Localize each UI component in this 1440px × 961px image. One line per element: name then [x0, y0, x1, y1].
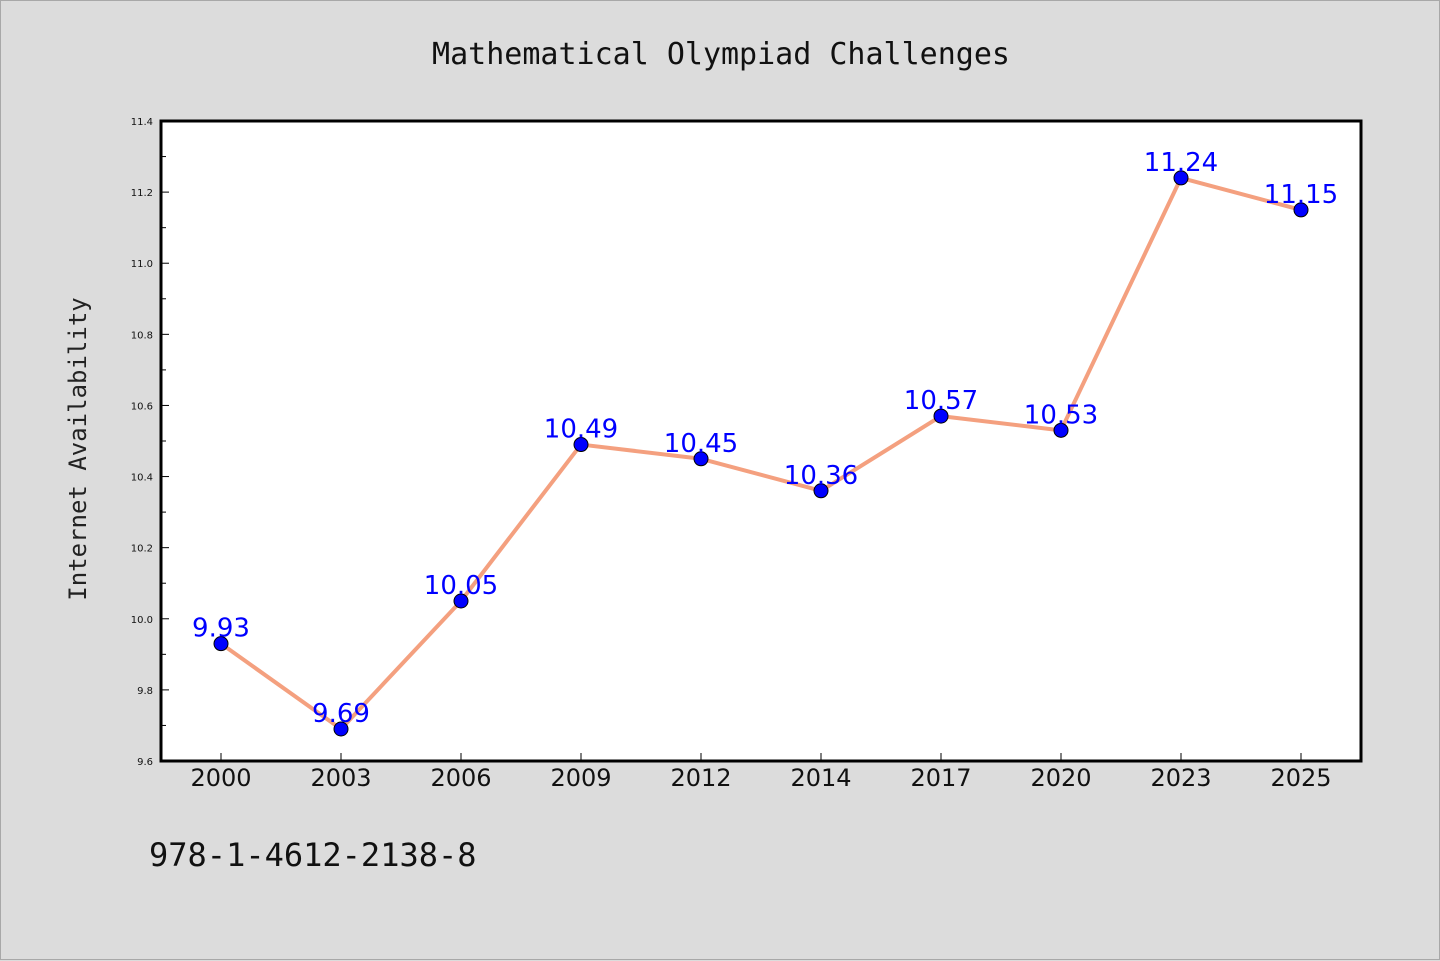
data-point-marker: [573, 437, 589, 453]
data-point-marker: [933, 408, 949, 424]
chart-title: Mathematical Olympiad Challenges: [432, 37, 1010, 72]
data-labels-group: 9.93 9.69 10.05 10.49 10.45 10.36 10.57 10.53 11…: [192, 148, 1338, 729]
x-tick-label: 2009: [550, 764, 611, 792]
data-label: 10.45: [664, 429, 738, 459]
data-point-marker: [453, 593, 469, 609]
data-label: 11.24: [1144, 148, 1218, 178]
data-label: 10.57: [904, 386, 978, 416]
x-tick-label: 2003: [310, 764, 371, 792]
x-tick-label: 2000: [190, 764, 251, 792]
x-tick-label: 2020: [1030, 764, 1091, 792]
isbn-text: 978-1-4612-2138-8: [149, 836, 477, 874]
y-tick-label: 9.8: [137, 686, 153, 697]
y-tick-label: 10.8: [131, 330, 153, 341]
y-tick-label: 10.4: [131, 473, 153, 484]
y-tick-label: 11.2: [131, 188, 153, 199]
plot-frame: [159, 119, 1363, 763]
data-point-marker: [1173, 170, 1189, 186]
data-point-marker: [1293, 202, 1309, 218]
y-axis-label: Internet Availability: [64, 297, 92, 600]
x-tick-label: 2017: [910, 764, 971, 792]
x-tick-label: 2012: [670, 764, 731, 792]
data-label: 9.93: [192, 614, 250, 644]
y-tick-label: 11.0: [131, 259, 153, 270]
x-tick-label: 2006: [430, 764, 491, 792]
x-tick-label: 2014: [790, 764, 851, 792]
y-tick-label: 10.2: [131, 544, 153, 555]
data-point-marker: [693, 451, 709, 467]
data-label: 10.36: [784, 461, 858, 491]
plot-area: [161, 121, 1361, 761]
data-label: 9.69: [312, 699, 370, 729]
axis-ticks: 9.6 9.8 10.0 10.2 10.4 10.6 10.8 11.0 11.2 11.4 20…: [131, 117, 1332, 792]
data-label: 11.15: [1264, 180, 1338, 210]
data-label: 10.05: [424, 571, 498, 601]
y-tick-label: 10.6: [131, 401, 153, 412]
y-tick-label: 11.4: [131, 117, 153, 128]
data-point-marker: [213, 636, 229, 652]
data-point-marker: [813, 483, 829, 499]
y-tick-label: 10.0: [131, 615, 153, 626]
y-tick-label: 9.6: [137, 757, 153, 768]
series-group: [213, 170, 1309, 737]
data-label: 10.53: [1024, 400, 1098, 430]
data-point-marker: [333, 721, 349, 737]
data-label: 10.49: [544, 415, 618, 445]
x-tick-label: 2025: [1270, 764, 1331, 792]
x-tick-label: 2023: [1150, 764, 1211, 792]
series-line: [219, 175, 1303, 731]
data-point-marker: [1053, 422, 1069, 438]
